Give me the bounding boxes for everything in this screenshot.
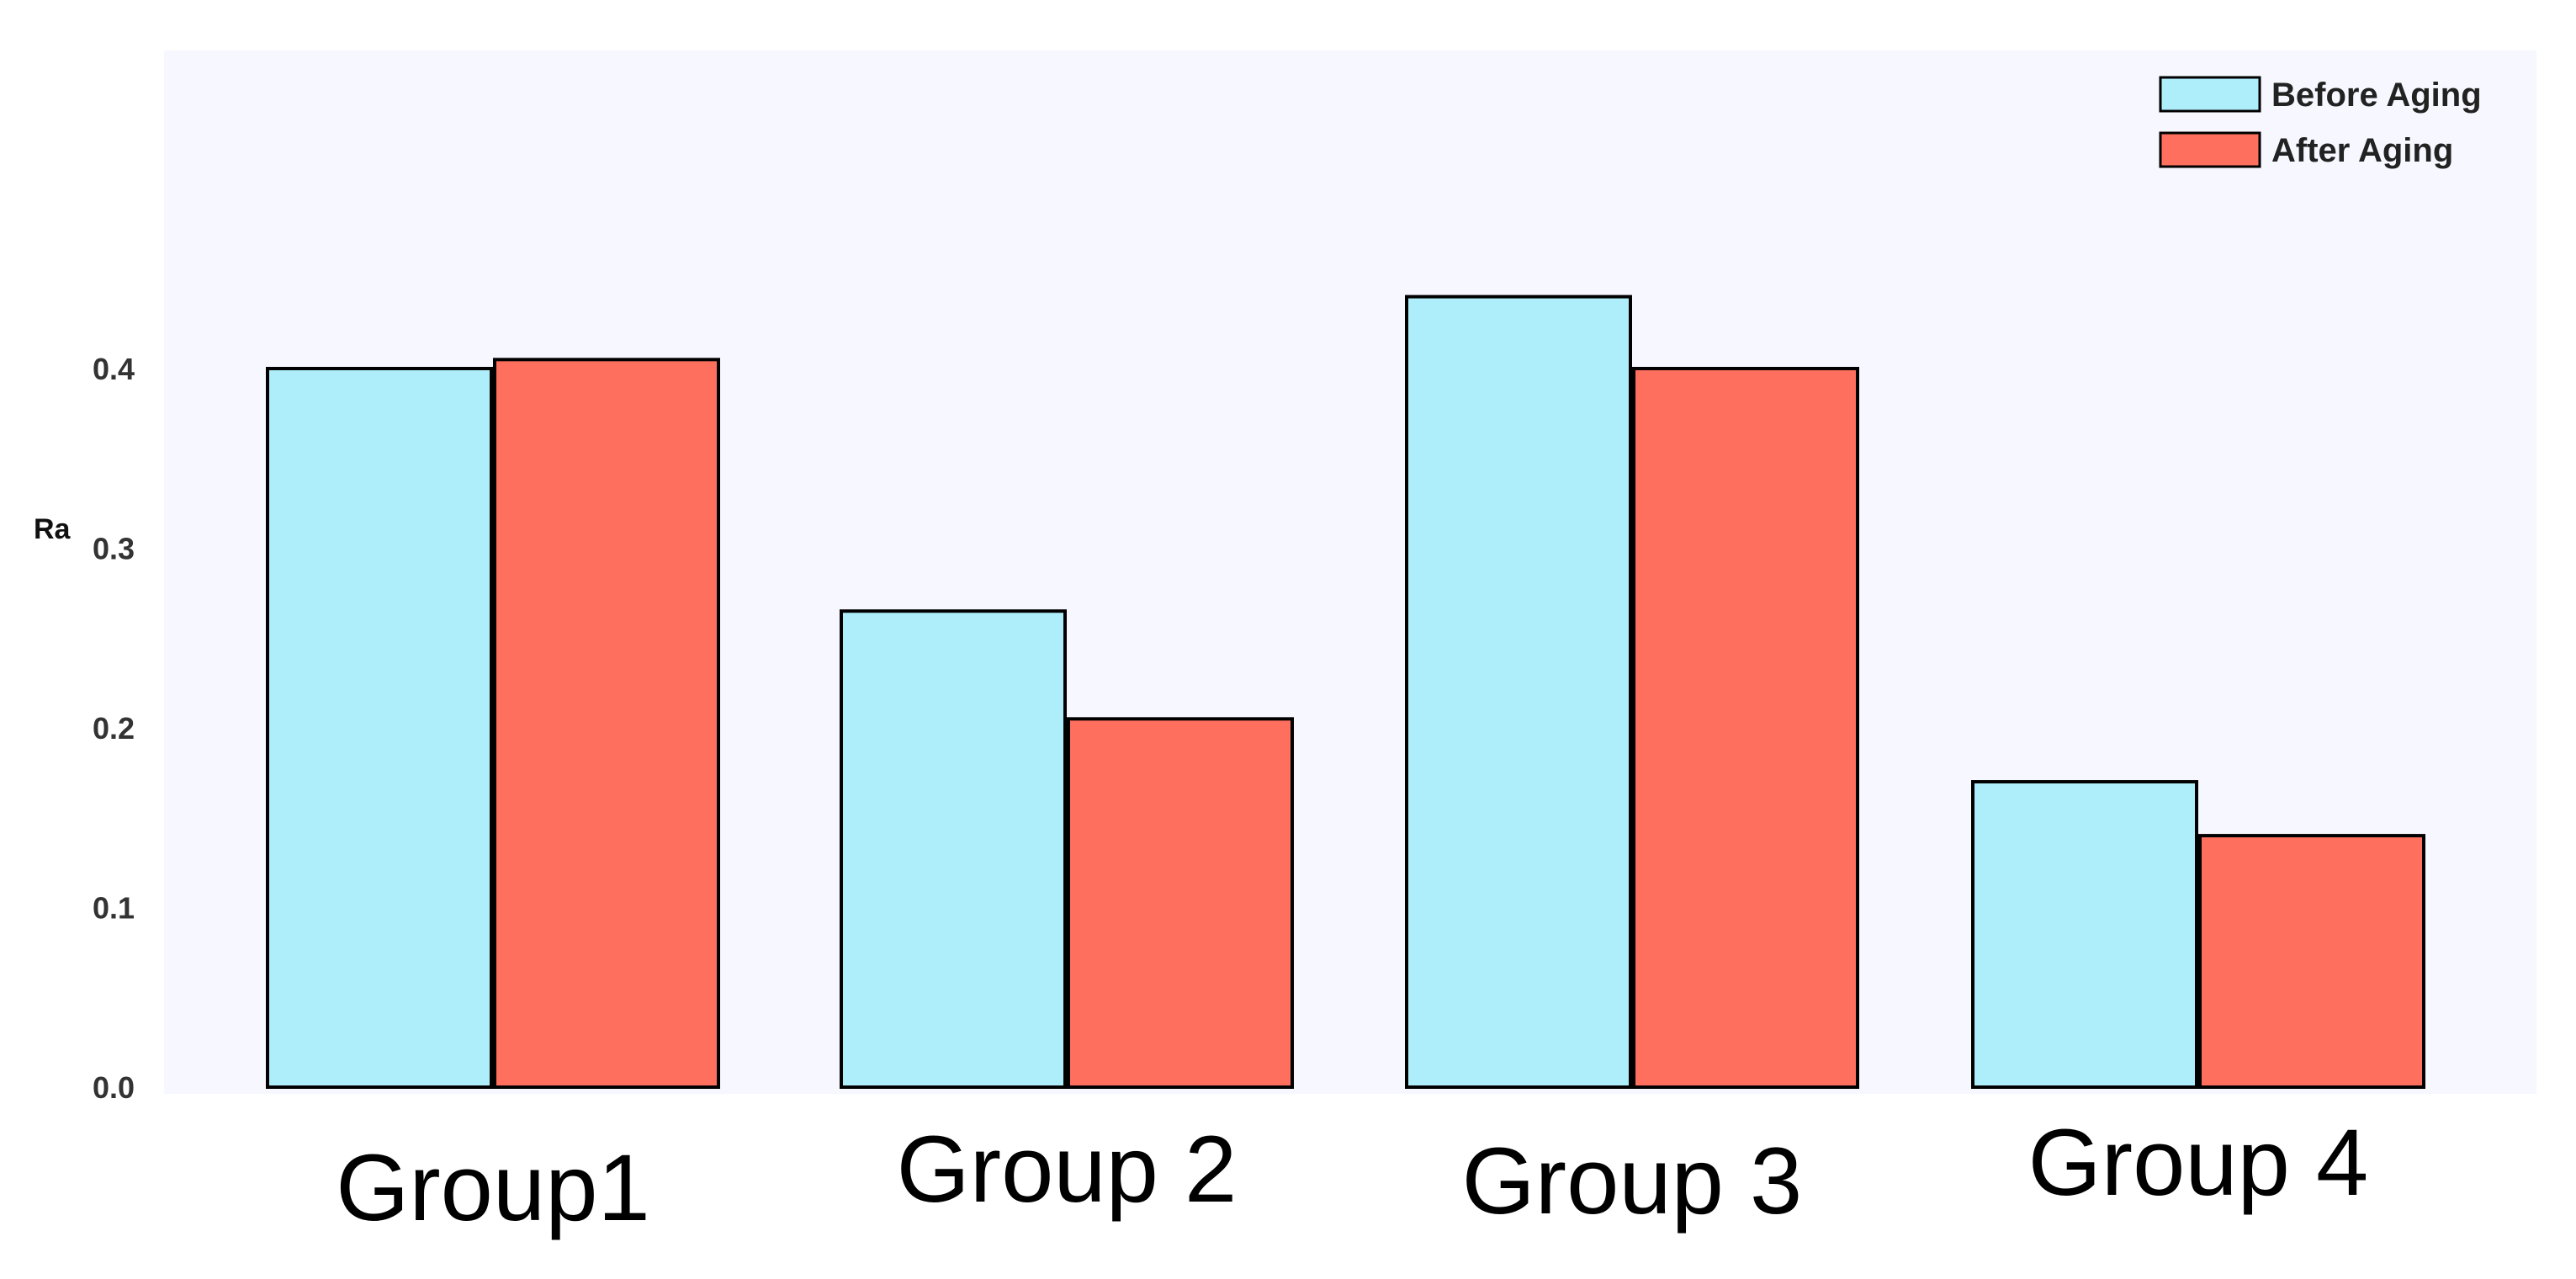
bar-before-4 <box>1971 780 2198 1089</box>
bar-after-2 <box>1067 717 1294 1089</box>
legend-swatch <box>2159 131 2261 168</box>
bars <box>266 295 2425 1090</box>
x-tick-labels: Group1 Group 2 Group 3 Group 4 <box>336 1110 2368 1240</box>
legend-swatch <box>2159 76 2261 113</box>
x-tick-label: Group1 <box>336 1135 650 1240</box>
y-tick-label: 0.2 <box>93 711 135 746</box>
bar-after-1 <box>493 358 720 1089</box>
bar-before-2 <box>840 609 1067 1089</box>
y-tick-label: 0.4 <box>93 352 135 386</box>
legend-label: Before Aging <box>2271 77 2482 114</box>
bar-before-3 <box>1405 295 1632 1090</box>
y-tick-label: 0.0 <box>93 1070 135 1105</box>
x-tick-label: Group 2 <box>897 1117 1238 1222</box>
y-tick-labels: 0.0 0.1 0.2 0.3 0.4 <box>93 352 135 1105</box>
y-tick-label: 0.1 <box>93 891 135 926</box>
y-tick-label: 0.3 <box>93 532 135 566</box>
x-tick-label: Group 3 <box>1462 1128 1803 1234</box>
y-axis-label: Ra <box>34 513 72 545</box>
bar-before-1 <box>266 367 493 1089</box>
legend: Before Aging After Aging <box>2159 76 2482 169</box>
x-tick-label: Group 4 <box>2028 1110 2369 1215</box>
bar-after-4 <box>2198 834 2425 1089</box>
bar-after-3 <box>1632 367 1859 1089</box>
legend-label: After Aging <box>2271 132 2453 169</box>
